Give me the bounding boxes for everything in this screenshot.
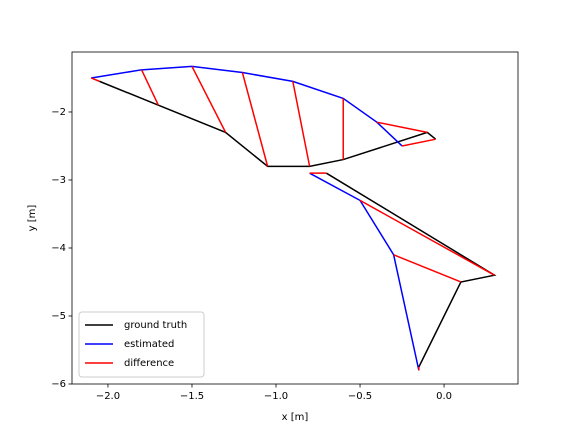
series-line	[90, 66, 495, 371]
x-tick-label: −2.0	[96, 391, 120, 402]
legend-label: estimated	[124, 339, 174, 350]
x-tick-label: −0.5	[348, 391, 372, 402]
legend-label: difference	[124, 358, 174, 369]
y-tick-label: −5	[51, 311, 66, 322]
y-tick-label: −6	[51, 379, 66, 390]
y-tick-label: −3	[51, 175, 66, 186]
legend-box	[78, 311, 205, 378]
series-line	[99, 80, 497, 368]
x-tick-label: 0.0	[436, 391, 452, 402]
y-tick-label: −2	[51, 107, 66, 118]
legend-label: ground truth	[124, 320, 187, 331]
y-tick-label: −4	[51, 243, 66, 254]
x-tick-label: −1.5	[180, 391, 204, 402]
x-axis-label: x [m]	[282, 412, 309, 423]
plot-frame	[71, 51, 519, 385]
y-axis-label: y [m]	[27, 205, 38, 232]
series-line	[91, 65, 420, 371]
x-tick-label: −1.0	[264, 391, 288, 402]
